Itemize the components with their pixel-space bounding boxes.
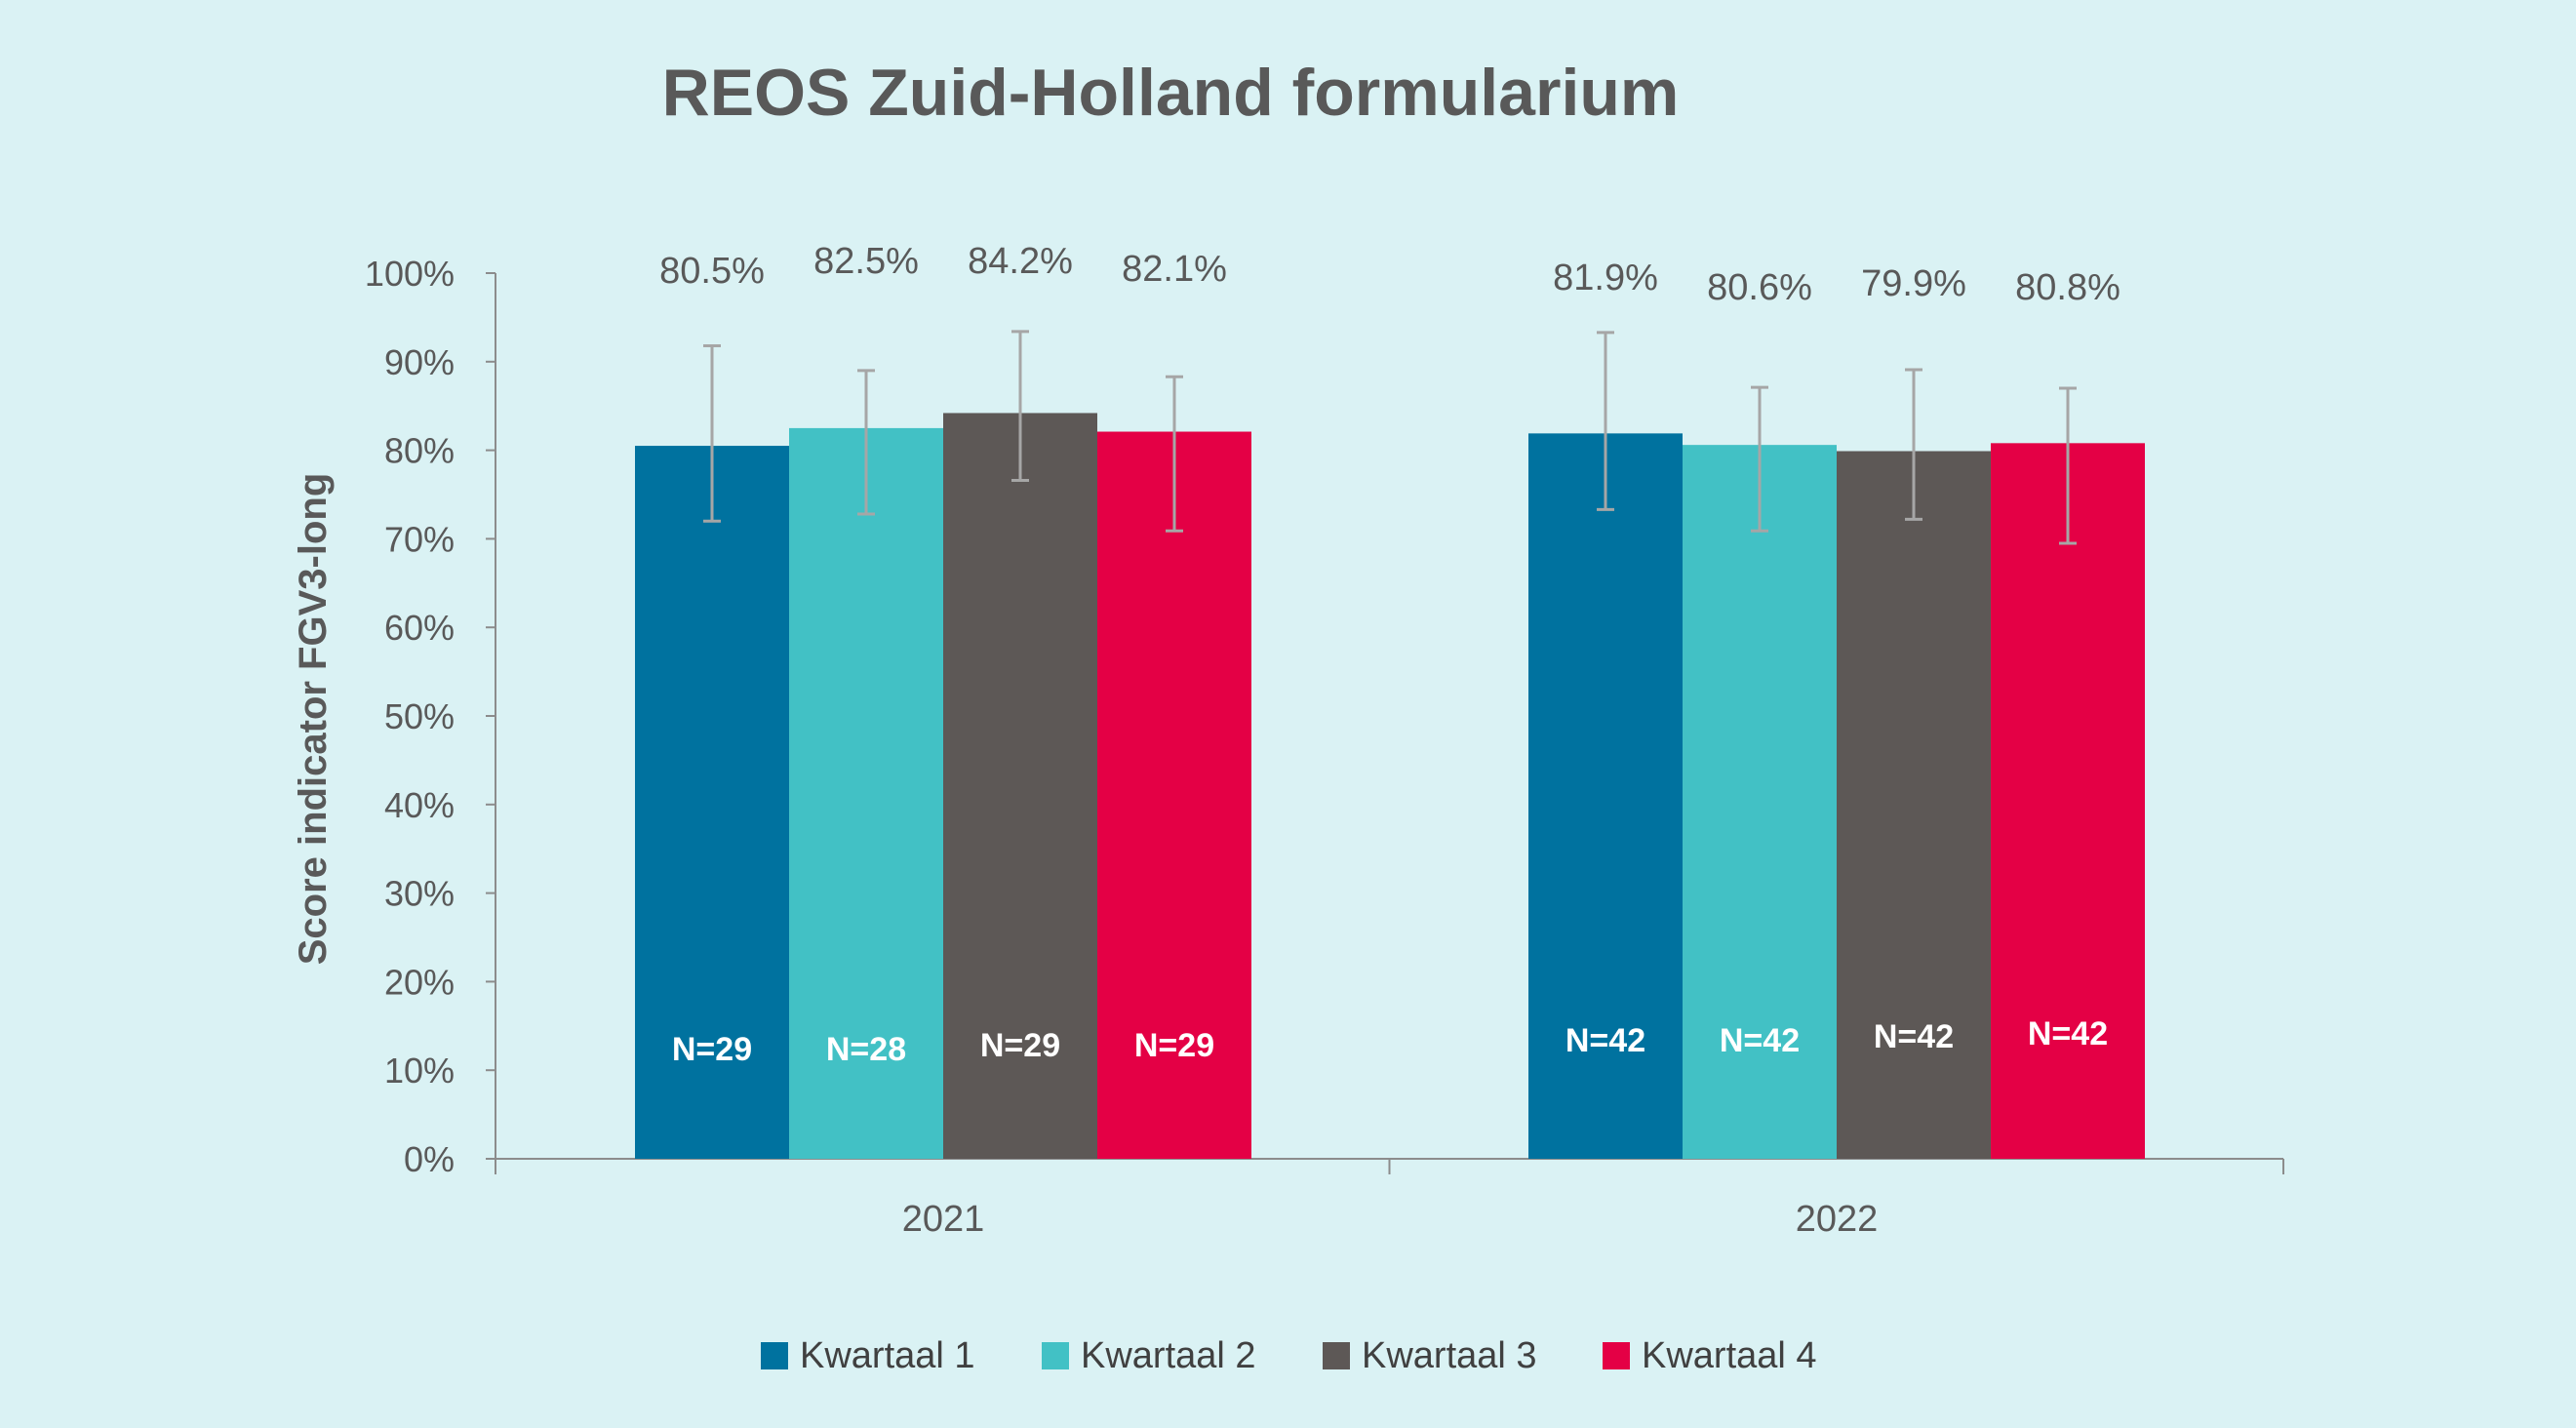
chart-title: REOS Zuid-Holland formularium (662, 56, 1680, 130)
y-tick-label: 40% (384, 785, 455, 825)
y-tick-label: 0% (404, 1139, 455, 1179)
y-axis-label: Score indicator FGV3-long (292, 473, 335, 966)
y-tick-label: 10% (384, 1051, 455, 1091)
legend-label: Kwartaal 3 (1362, 1335, 1537, 1376)
bar (1097, 431, 1251, 1160)
data-label: 79.9% (1861, 263, 1966, 304)
legend: Kwartaal 1 Kwartaal 2 Kwartaal 3 Kwartaal 4 (761, 1335, 1817, 1376)
n-label: N=29 (672, 1031, 752, 1068)
y-tick-label: 50% (384, 696, 455, 736)
legend-swatch (1603, 1342, 1630, 1369)
legend-swatch (761, 1342, 788, 1369)
x-tick-label: 2022 (1796, 1199, 1879, 1240)
legend-swatch (1323, 1342, 1350, 1369)
legend-label: Kwartaal 1 (800, 1335, 975, 1376)
data-label: 84.2% (968, 241, 1073, 282)
y-tick-label: 20% (384, 962, 455, 1002)
legend-label: Kwartaal 2 (1081, 1335, 1256, 1376)
data-label: 80.5% (659, 251, 765, 292)
data-label: 82.5% (813, 241, 919, 282)
y-tick-label: 70% (384, 519, 455, 559)
bar (943, 413, 1097, 1159)
x-tick-label: 2021 (902, 1199, 985, 1240)
plot-area: 0% 10% 20% 30% 40% 50% 60% 70% 80% 90% 100% 80.5% N=… (365, 241, 2284, 1240)
bar (789, 427, 943, 1159)
n-label: N=42 (1874, 1018, 1954, 1055)
y-tick-label: 60% (384, 608, 455, 648)
y-tick-label: 100% (365, 254, 455, 294)
bar (1528, 433, 1683, 1159)
n-label: N=29 (980, 1027, 1060, 1064)
y-tick-label: 90% (384, 342, 455, 382)
n-label: N=42 (1720, 1022, 1800, 1059)
data-label: 82.1% (1122, 249, 1227, 290)
bar (1991, 443, 2145, 1159)
legend-swatch (1042, 1342, 1069, 1369)
data-label: 80.6% (1707, 267, 1812, 308)
bar (1683, 445, 1837, 1160)
data-label: 81.9% (1553, 258, 1658, 298)
n-label: N=42 (1565, 1022, 1645, 1059)
n-label: N=42 (2028, 1015, 2108, 1052)
data-label: 80.8% (2015, 267, 2120, 308)
n-label: N=28 (826, 1031, 906, 1068)
legend-label: Kwartaal 4 (1642, 1335, 1817, 1376)
n-label: N=29 (1134, 1027, 1214, 1064)
bar (1837, 451, 1991, 1159)
y-tick-label: 80% (384, 431, 455, 471)
bar (635, 446, 789, 1159)
y-tick-label: 30% (384, 874, 455, 914)
